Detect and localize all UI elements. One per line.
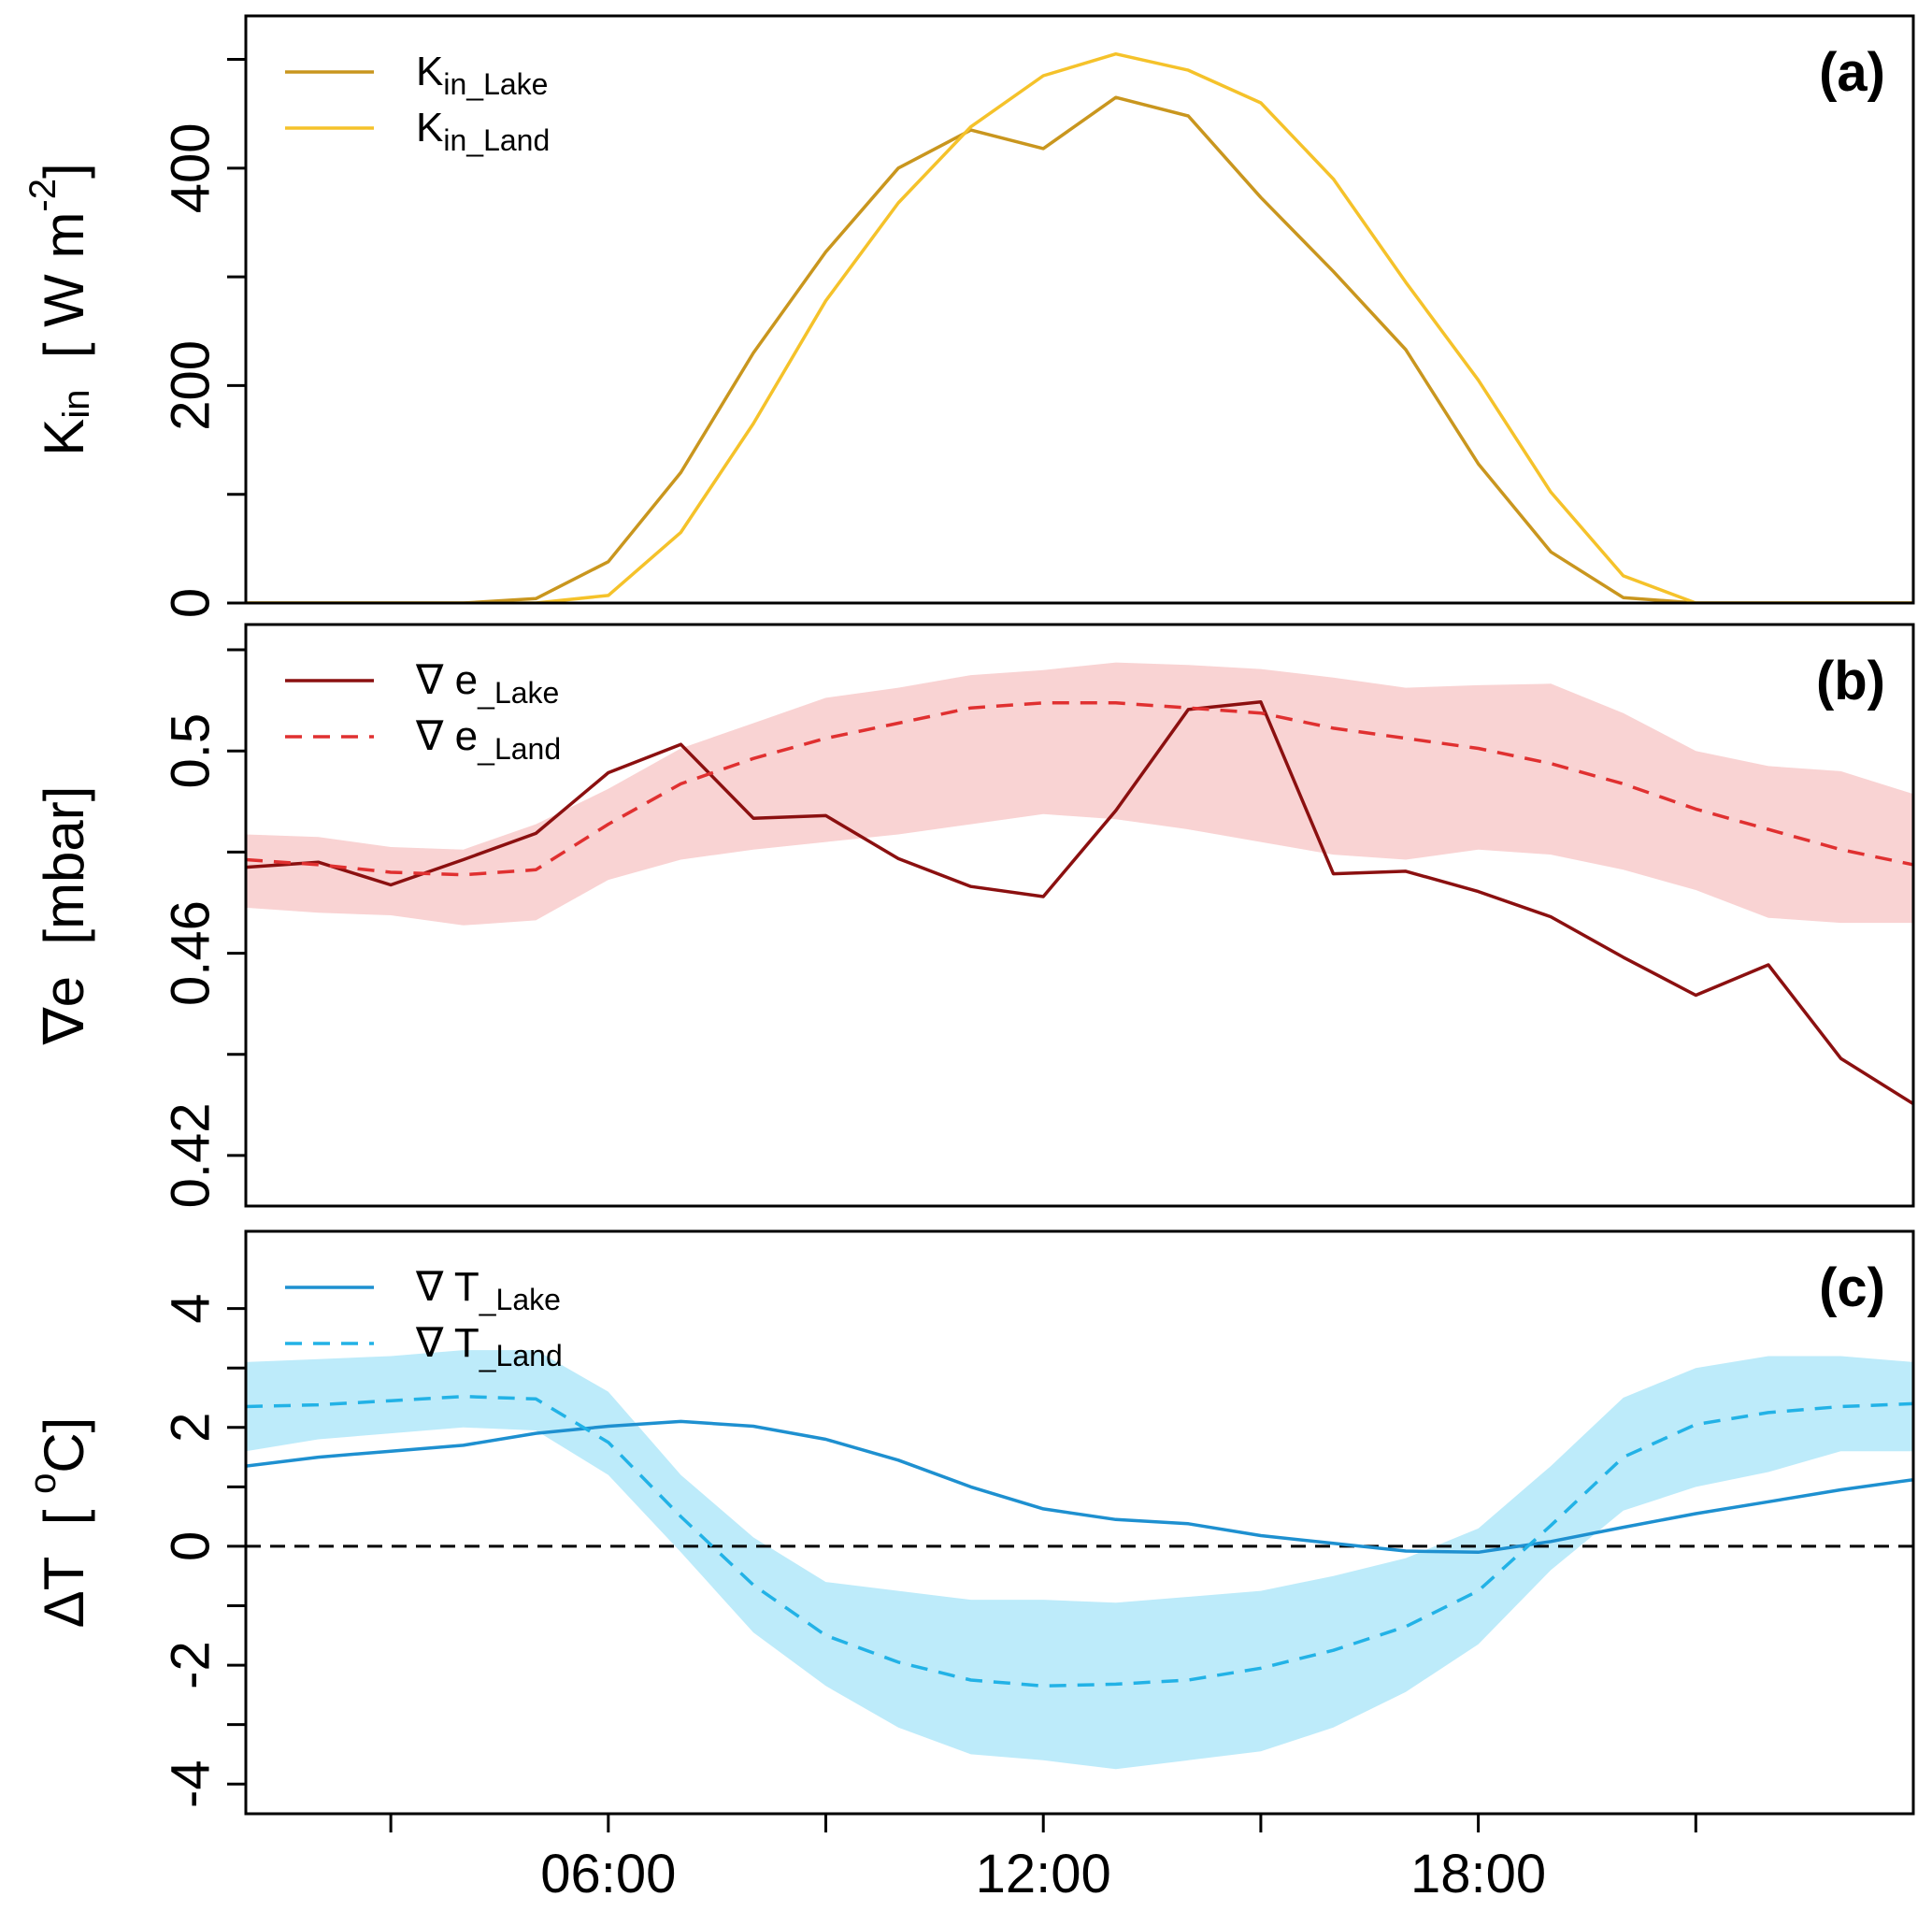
legend-label: ∇ T_Lake	[415, 1264, 561, 1316]
plot-area	[246, 51, 1913, 603]
legend-label: ∇ e_Lake	[415, 657, 559, 710]
range-band	[246, 662, 1913, 926]
panel-label: (c)	[1819, 1257, 1885, 1318]
y-tick-label: 0.46	[161, 900, 222, 1006]
y-axis-title: ∇e [mbar]	[33, 786, 95, 1046]
y-axis-title: Kin [ W m-2]	[22, 163, 97, 455]
panel-b: 0.42 0.46 0.5 ∇e [mbar] (b) ∇ e_Lake∇ e_Land	[33, 623, 1915, 1208]
legend: ∇ e_Lake∇ e_Land	[285, 657, 561, 766]
panel-label: (a)	[1819, 42, 1885, 103]
y-tick-label: -2	[161, 1641, 222, 1689]
y-tick-label: 400	[161, 122, 222, 213]
series-line-lake	[246, 1419, 1913, 1555]
y-tick-label: 0.42	[161, 1102, 222, 1208]
plot-frame	[244, 14, 1915, 605]
plot-area	[246, 662, 1913, 1106]
y-tick-label: 0.5	[161, 713, 222, 789]
plot-frame	[244, 1229, 1915, 1816]
y-tick-label: 2	[161, 1413, 222, 1443]
y-tick-label: 0	[161, 1531, 222, 1561]
y-tick-label: 200	[161, 340, 222, 431]
x-tick-label: 18:00	[1410, 1844, 1546, 1904]
legend: ∇ T_Lake∇ T_Land	[285, 1264, 563, 1372]
legend-label: Kin_Land	[416, 105, 550, 157]
series-line-lake	[246, 700, 1913, 1106]
y-tick-label: 0	[161, 588, 222, 618]
y-axis-title: ΔT [ oC]	[22, 1417, 95, 1629]
y-tick-label: 4	[161, 1294, 222, 1324]
series-line-land	[246, 701, 1913, 877]
series-line-land	[246, 1394, 1913, 1688]
y-tick-label: -4	[161, 1760, 222, 1808]
x-tick-label: 06:00	[540, 1844, 676, 1904]
legend-label: ∇ T_Land	[415, 1320, 563, 1372]
plot-frame	[244, 623, 1915, 1208]
x-tick-label: 12:00	[976, 1844, 1111, 1904]
panel-c: -4 -2 0 2 4 ΔT [ oC] (c) ∇ T_Lake∇ T_Land	[22, 1229, 1915, 1816]
legend-label: ∇ e_Land	[415, 713, 561, 766]
range-band	[246, 1350, 1913, 1770]
plot-area	[246, 1350, 1913, 1770]
series-line-lake	[246, 95, 1913, 603]
series-line-land	[246, 51, 1913, 603]
legend-label: Kin_Lake	[416, 49, 548, 101]
panel-label: (b)	[1816, 651, 1885, 711]
